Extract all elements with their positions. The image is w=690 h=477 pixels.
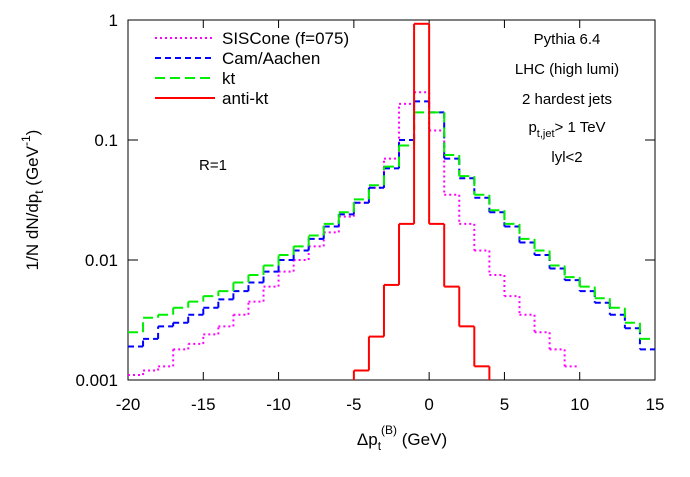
- x-tick-label: 15: [646, 395, 665, 414]
- x-label-unit: (GeV): [397, 430, 447, 449]
- legend-label: SISCone (f=075): [222, 29, 349, 48]
- annotation: lyl<2: [551, 149, 582, 166]
- y-tick-label: 1: [109, 11, 118, 30]
- pt-rest: > 1 TeV: [555, 119, 606, 136]
- y-tick-label: 0.1: [94, 131, 118, 150]
- y-label-close: ): [23, 130, 42, 136]
- legend-label: anti-kt: [222, 89, 269, 108]
- y-label-sup: -1: [19, 135, 33, 146]
- y-label-sub: t: [32, 190, 46, 194]
- x-tick-label: -15: [191, 395, 216, 414]
- y-label-main: 1/N dN/dp: [23, 194, 42, 271]
- pt-main: p: [528, 119, 536, 136]
- legend-label: Cam/Aachen: [222, 49, 320, 68]
- x-tick-label: -10: [266, 395, 291, 414]
- x-tick-label: -5: [346, 395, 361, 414]
- annotation: 2 hardest jets: [522, 91, 612, 108]
- annotation: pt,jet> 1 TeV: [528, 119, 605, 140]
- annotation: Pythia 6.4: [534, 31, 601, 48]
- x-tick-label: -20: [116, 395, 141, 414]
- annotation: R=1: [199, 157, 227, 174]
- y-tick-label: 0.01: [85, 251, 118, 270]
- x-label-main: Δp: [357, 430, 378, 449]
- x-label-sub: t: [378, 439, 382, 453]
- x-tick-label: 10: [570, 395, 589, 414]
- x-label-sup: (B): [381, 423, 397, 437]
- y-axis-label: 1/N dN/dpt (GeV-1): [19, 130, 46, 271]
- y-tick-label: 0.001: [75, 371, 118, 390]
- annotation: LHC (high lumi): [515, 61, 619, 78]
- x-tick-label: 0: [424, 395, 433, 414]
- legend-label: kt: [222, 69, 236, 88]
- y-label-unit: (GeV: [23, 145, 42, 190]
- plot-frame: [127, 19, 656, 381]
- x-tick-label: 5: [500, 395, 509, 414]
- pt-sub: t,jet: [537, 128, 555, 140]
- x-axis-label: Δpt (B) (GeV): [357, 423, 447, 453]
